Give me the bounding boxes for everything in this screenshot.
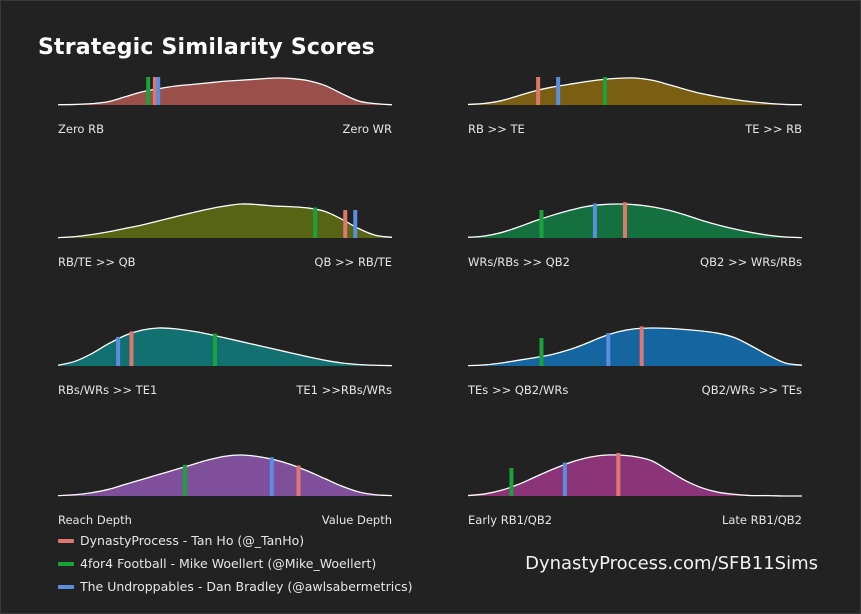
density-panel: TEs >> QB2/WRs QB2/WRs >> TEs [467, 326, 803, 397]
density-area [468, 204, 802, 238]
legend-item-undroppables: The Undroppables - Dan Bradley (@awlsabe… [58, 575, 412, 598]
density-panel: RB >> TE TE >> RB [467, 77, 803, 136]
density-outline [467, 77, 803, 106]
chart-title: Strategic Similarity Scores [38, 35, 375, 60]
density-panel: Zero RB Zero WR [57, 77, 393, 136]
score-marker [313, 207, 318, 238]
score-marker [152, 77, 157, 105]
axis-right-label: QB >> RB/TE [314, 255, 392, 269]
score-marker [539, 210, 544, 238]
score-marker [539, 338, 544, 366]
score-marker [602, 77, 607, 105]
density-outline [467, 454, 803, 497]
density-panel: RB/TE >> QB QB >> RB/TE [57, 203, 393, 269]
density-panel: WRs/RBs >> QB2 QB2 >> WRs/RBs [467, 202, 803, 269]
score-marker [353, 210, 358, 238]
axis-right-label: TE >> RB [744, 122, 802, 136]
density-area [58, 77, 392, 105]
axis-left-label: Zero RB [58, 122, 104, 136]
legend-label: 4for4 Football - Mike Woellert (@Mike_Wo… [80, 556, 377, 571]
axis-right-label: QB2/WRs >> TEs [702, 383, 802, 397]
axis-left-label: RB >> TE [468, 122, 525, 136]
density-outline [467, 327, 803, 367]
axis-right-label: QB2 >> WRs/RBs [700, 255, 802, 269]
score-marker [556, 77, 561, 105]
score-marker [296, 465, 301, 496]
legend-swatch [58, 561, 74, 566]
density-area [468, 327, 802, 366]
density-outline [57, 327, 393, 367]
density-panel: RBs/WRs >> TE1 TE1 >>RBs/WRs [57, 327, 393, 397]
score-marker [536, 77, 541, 105]
legend-label: The Undroppables - Dan Bradley (@awlsabe… [80, 579, 413, 594]
axis-left-label: WRs/RBs >> QB2 [468, 255, 570, 269]
axis-left-label: Early RB1/QB2 [468, 513, 552, 527]
score-marker [182, 464, 187, 496]
density-panel: Early RB1/QB2 Late RB1/QB2 [467, 453, 803, 527]
legend: DynastyProcess - Tan Ho (@_TanHo) 4for4 … [58, 529, 412, 598]
axis-right-label: TE1 >>RBs/WRs [295, 383, 392, 397]
density-panel: Reach Depth Value Depth [57, 454, 393, 527]
density-outline [467, 203, 803, 239]
density-outline [57, 77, 393, 106]
density-area [58, 454, 392, 496]
score-marker [156, 77, 161, 105]
legend-item-4for4: 4for4 Football - Mike Woellert (@Mike_Wo… [58, 552, 412, 575]
axis-left-label: TEs >> QB2/WRs [467, 383, 568, 397]
axis-left-label: RBs/WRs >> TE1 [58, 383, 157, 397]
axis-right-label: Late RB1/QB2 [722, 513, 802, 527]
score-marker [562, 462, 567, 496]
density-area [468, 77, 802, 105]
axis-left-label: Reach Depth [58, 513, 132, 527]
score-marker [606, 332, 611, 366]
legend-item-dynastyprocess: DynastyProcess - Tan Ho (@_TanHo) [58, 529, 412, 552]
score-marker [509, 468, 514, 496]
density-area [58, 203, 392, 238]
legend-swatch [58, 538, 74, 543]
axis-left-label: RB/TE >> QB [58, 255, 136, 269]
density-outline [57, 454, 393, 497]
legend-label: DynastyProcess - Tan Ho (@_TanHo) [80, 533, 305, 548]
score-marker [269, 457, 274, 496]
score-marker [622, 202, 627, 238]
score-marker [129, 331, 134, 366]
score-marker [212, 333, 217, 366]
score-marker [639, 326, 644, 366]
score-marker [116, 336, 121, 366]
axis-right-label: Value Depth [322, 513, 392, 527]
density-outline [57, 203, 393, 239]
legend-swatch [58, 584, 74, 589]
score-marker [343, 210, 348, 238]
density-area [468, 454, 802, 497]
density-area [58, 327, 392, 366]
source-link[interactable]: DynastyProcess.com/SFB11Sims [525, 553, 818, 574]
score-marker [616, 453, 621, 496]
score-marker [592, 203, 597, 238]
axis-right-label: Zero WR [343, 122, 392, 136]
score-marker [146, 77, 151, 105]
